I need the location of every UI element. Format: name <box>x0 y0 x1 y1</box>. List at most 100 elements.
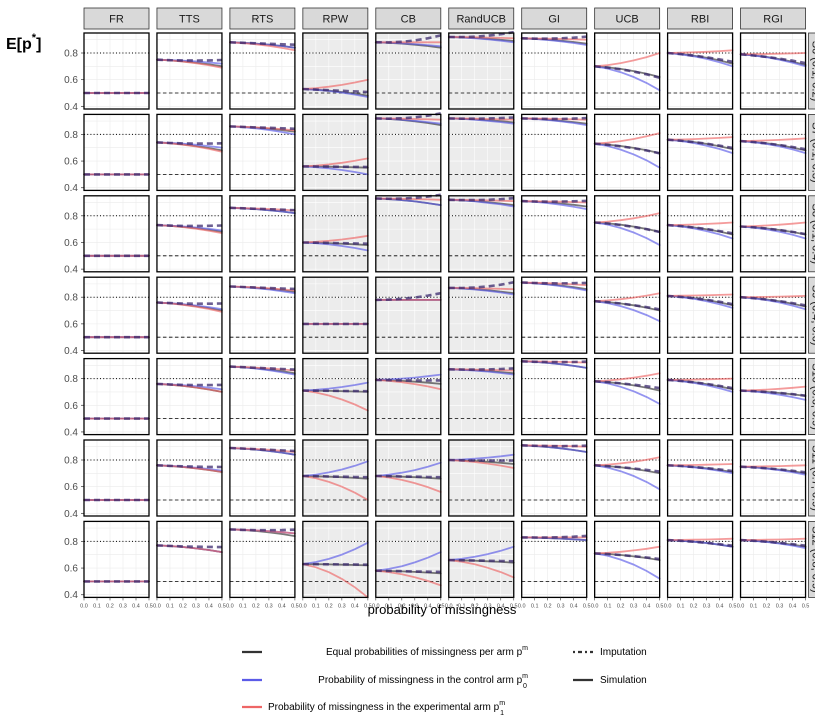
y-tick-label: 0.8 <box>64 537 78 548</box>
panel-border <box>521 113 588 192</box>
panel-border <box>594 276 661 354</box>
y-tick-label: 0.8 <box>64 456 78 467</box>
series-line-imputation <box>448 367 514 371</box>
row-label: S9 (0.4, 0.6) <box>810 285 815 346</box>
row-strip <box>808 439 815 517</box>
panel-border <box>229 276 296 354</box>
legend-label-experimental-superscript: m <box>499 700 505 707</box>
series-line-simulation-control <box>374 551 442 572</box>
x-tick-label: 0.0 <box>591 603 599 609</box>
panel-ucb-row6 <box>593 439 661 517</box>
panel-border <box>448 276 515 354</box>
x-tick-label: 0.4 <box>716 603 724 609</box>
panel-rpw-row5 <box>301 357 369 436</box>
y-axis-title-bracket: ] <box>36 36 41 53</box>
legend-label-experimental-text: Probability of missingness in the experi… <box>268 702 500 713</box>
legend-label-equal-superscript: m <box>522 645 528 652</box>
strip-label: RPW <box>323 14 349 26</box>
series-line-imputation <box>521 116 587 121</box>
row-strip <box>808 32 815 110</box>
x-tick-label: 0.5 <box>583 603 591 609</box>
panel-background <box>302 521 368 598</box>
panel-background <box>667 277 733 354</box>
panel-border <box>594 32 661 110</box>
x-tick-label: 0.3 <box>338 603 346 609</box>
series-line-imputation <box>594 552 660 561</box>
series-line-simulation-control <box>301 541 369 565</box>
series-line-imputation <box>667 51 733 64</box>
panel-border <box>229 357 296 436</box>
panel-tts-row1 <box>155 32 223 110</box>
panel-background <box>375 358 441 435</box>
panel-ucb-row4 <box>593 276 661 354</box>
panel-cb-row2 <box>374 112 442 192</box>
panel-background <box>84 195 149 272</box>
series-line-imputation <box>375 378 441 382</box>
panel-background <box>740 358 806 435</box>
panel-background <box>302 33 368 109</box>
panel-border <box>448 195 515 273</box>
x-tick-label: 0.0 <box>80 603 88 609</box>
x-tick-label: 0.2 <box>763 603 771 609</box>
panel-border <box>521 357 588 436</box>
x-tick-label: 0.2 <box>617 603 625 609</box>
series-line-imputation <box>521 281 587 285</box>
panel-rgi-row5 <box>739 357 807 436</box>
panel-border <box>739 439 807 517</box>
y-tick-label: 0.6 <box>64 319 78 330</box>
panel-background <box>156 195 222 272</box>
panel-rpw-row6 <box>301 439 369 517</box>
panel-background <box>302 195 368 272</box>
y-tick-label: 0.4 <box>64 427 78 438</box>
strip-label: RTS <box>251 14 273 26</box>
x-tick-label: 0.4 <box>132 603 140 609</box>
series-line-simulation-experimental <box>593 372 661 383</box>
legend-label-equal: Equal probabilities of missingness per a… <box>326 645 528 658</box>
panel-tts-row7 <box>155 520 223 599</box>
panel-border <box>156 357 223 436</box>
x-tick-label: 0.4 <box>351 603 359 609</box>
x-tick-label: 0.5 <box>656 603 664 609</box>
panel-background <box>156 33 222 109</box>
panel-background <box>84 114 149 191</box>
panel-randucb-row4 <box>447 276 515 354</box>
y-tick-label: 0.4 <box>64 590 78 601</box>
series-line-imputation <box>302 87 368 94</box>
y-tick-label: 0.8 <box>64 374 78 385</box>
panel-background <box>740 521 806 598</box>
series-line-imputation <box>229 365 295 371</box>
panel-rpw-row3 <box>301 195 369 273</box>
panel-border <box>521 439 588 517</box>
series-line-imputation <box>521 199 587 204</box>
panel-rts-row5 <box>228 357 296 436</box>
panel-rgi-row2 <box>739 113 807 192</box>
series-line-imputation <box>156 464 222 469</box>
x-tick-label: 0.2 <box>471 603 479 609</box>
series-line-imputation <box>156 382 222 387</box>
panel-background <box>667 33 733 109</box>
strip-label: RGI <box>763 14 783 26</box>
panel-background <box>448 195 514 272</box>
panel-rbi-row2 <box>666 113 734 192</box>
series-line-simulation-experimental <box>301 475 369 501</box>
panel-border <box>83 439 150 517</box>
panel-rbi-row3 <box>666 195 734 273</box>
panel-border <box>229 32 296 110</box>
panel-border <box>739 32 807 110</box>
panel-border <box>666 439 734 517</box>
series-line-imputation <box>375 569 441 574</box>
series-line-imputation <box>156 58 222 62</box>
series-line-imputation <box>302 165 368 169</box>
x-tick-label: 0.0 <box>737 603 745 609</box>
strip-cb <box>375 7 442 30</box>
panel-background <box>740 33 806 109</box>
series-line-imputation <box>521 444 587 448</box>
panel-rts-row7 <box>228 520 296 599</box>
panel-border <box>739 357 807 436</box>
x-tick-label: 0.5 <box>291 603 299 609</box>
panel-background <box>594 358 660 435</box>
x-tick-label: 0.4 <box>278 603 286 609</box>
series-line-imputation <box>594 380 660 390</box>
panel-border <box>375 32 442 110</box>
series-line-imputation <box>740 389 806 397</box>
